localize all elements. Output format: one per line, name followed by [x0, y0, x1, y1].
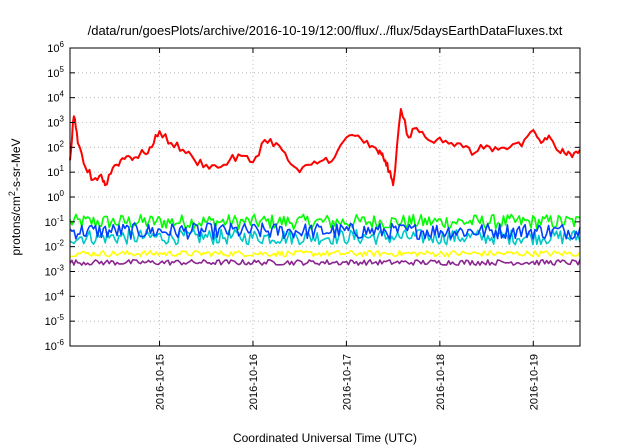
series-line-5	[69, 259, 581, 266]
y-tick-label: 10-6	[45, 338, 65, 353]
series-line-0	[69, 108, 581, 187]
y-tick-label: 105	[47, 65, 64, 80]
y-tick-label: 10-3	[45, 264, 65, 279]
series-line-1	[69, 213, 581, 230]
x-tick-label: 2016-10-19	[528, 354, 540, 410]
x-tick-label: 2016-10-15	[155, 354, 167, 410]
y-tick-label: 103	[47, 115, 64, 130]
y-axis-label: protons/cm2-s-sr-MeV	[7, 138, 23, 255]
series-layer	[69, 108, 581, 266]
x-axis-label: Coordinated Universal Time (UTC)	[233, 431, 417, 445]
x-tick-label: 2016-10-18	[435, 354, 447, 410]
grid-lines	[70, 48, 580, 346]
x-tick-label: 2016-10-17	[341, 354, 353, 410]
x-axis: 2016-10-15 2016-10-16 2016-10-17 2016-10-18…	[155, 48, 540, 410]
y-axis: 10-6 10-5 10-4 10-3 10-2 10-1 100 101 102 103 104 1…	[45, 40, 580, 353]
chart-title: /data/run/goesPlots/archive/2016-10-19/1…	[88, 23, 563, 38]
series-line-4	[70, 249, 581, 258]
series-line-3	[69, 222, 581, 240]
y-tick-label: 101	[47, 164, 64, 179]
x-tick-label: 2016-10-16	[248, 354, 260, 410]
y-tick-label: 10-1	[45, 214, 65, 229]
y-tick-label: 100	[47, 189, 64, 204]
y-tick-label: 10-5	[45, 313, 65, 328]
y-tick-label: 102	[47, 139, 64, 154]
y-tick-label: 104	[47, 90, 64, 105]
y-tick-label: 10-4	[45, 288, 65, 303]
y-tick-label: 10-2	[45, 239, 65, 254]
y-tick-label: 106	[47, 40, 64, 55]
